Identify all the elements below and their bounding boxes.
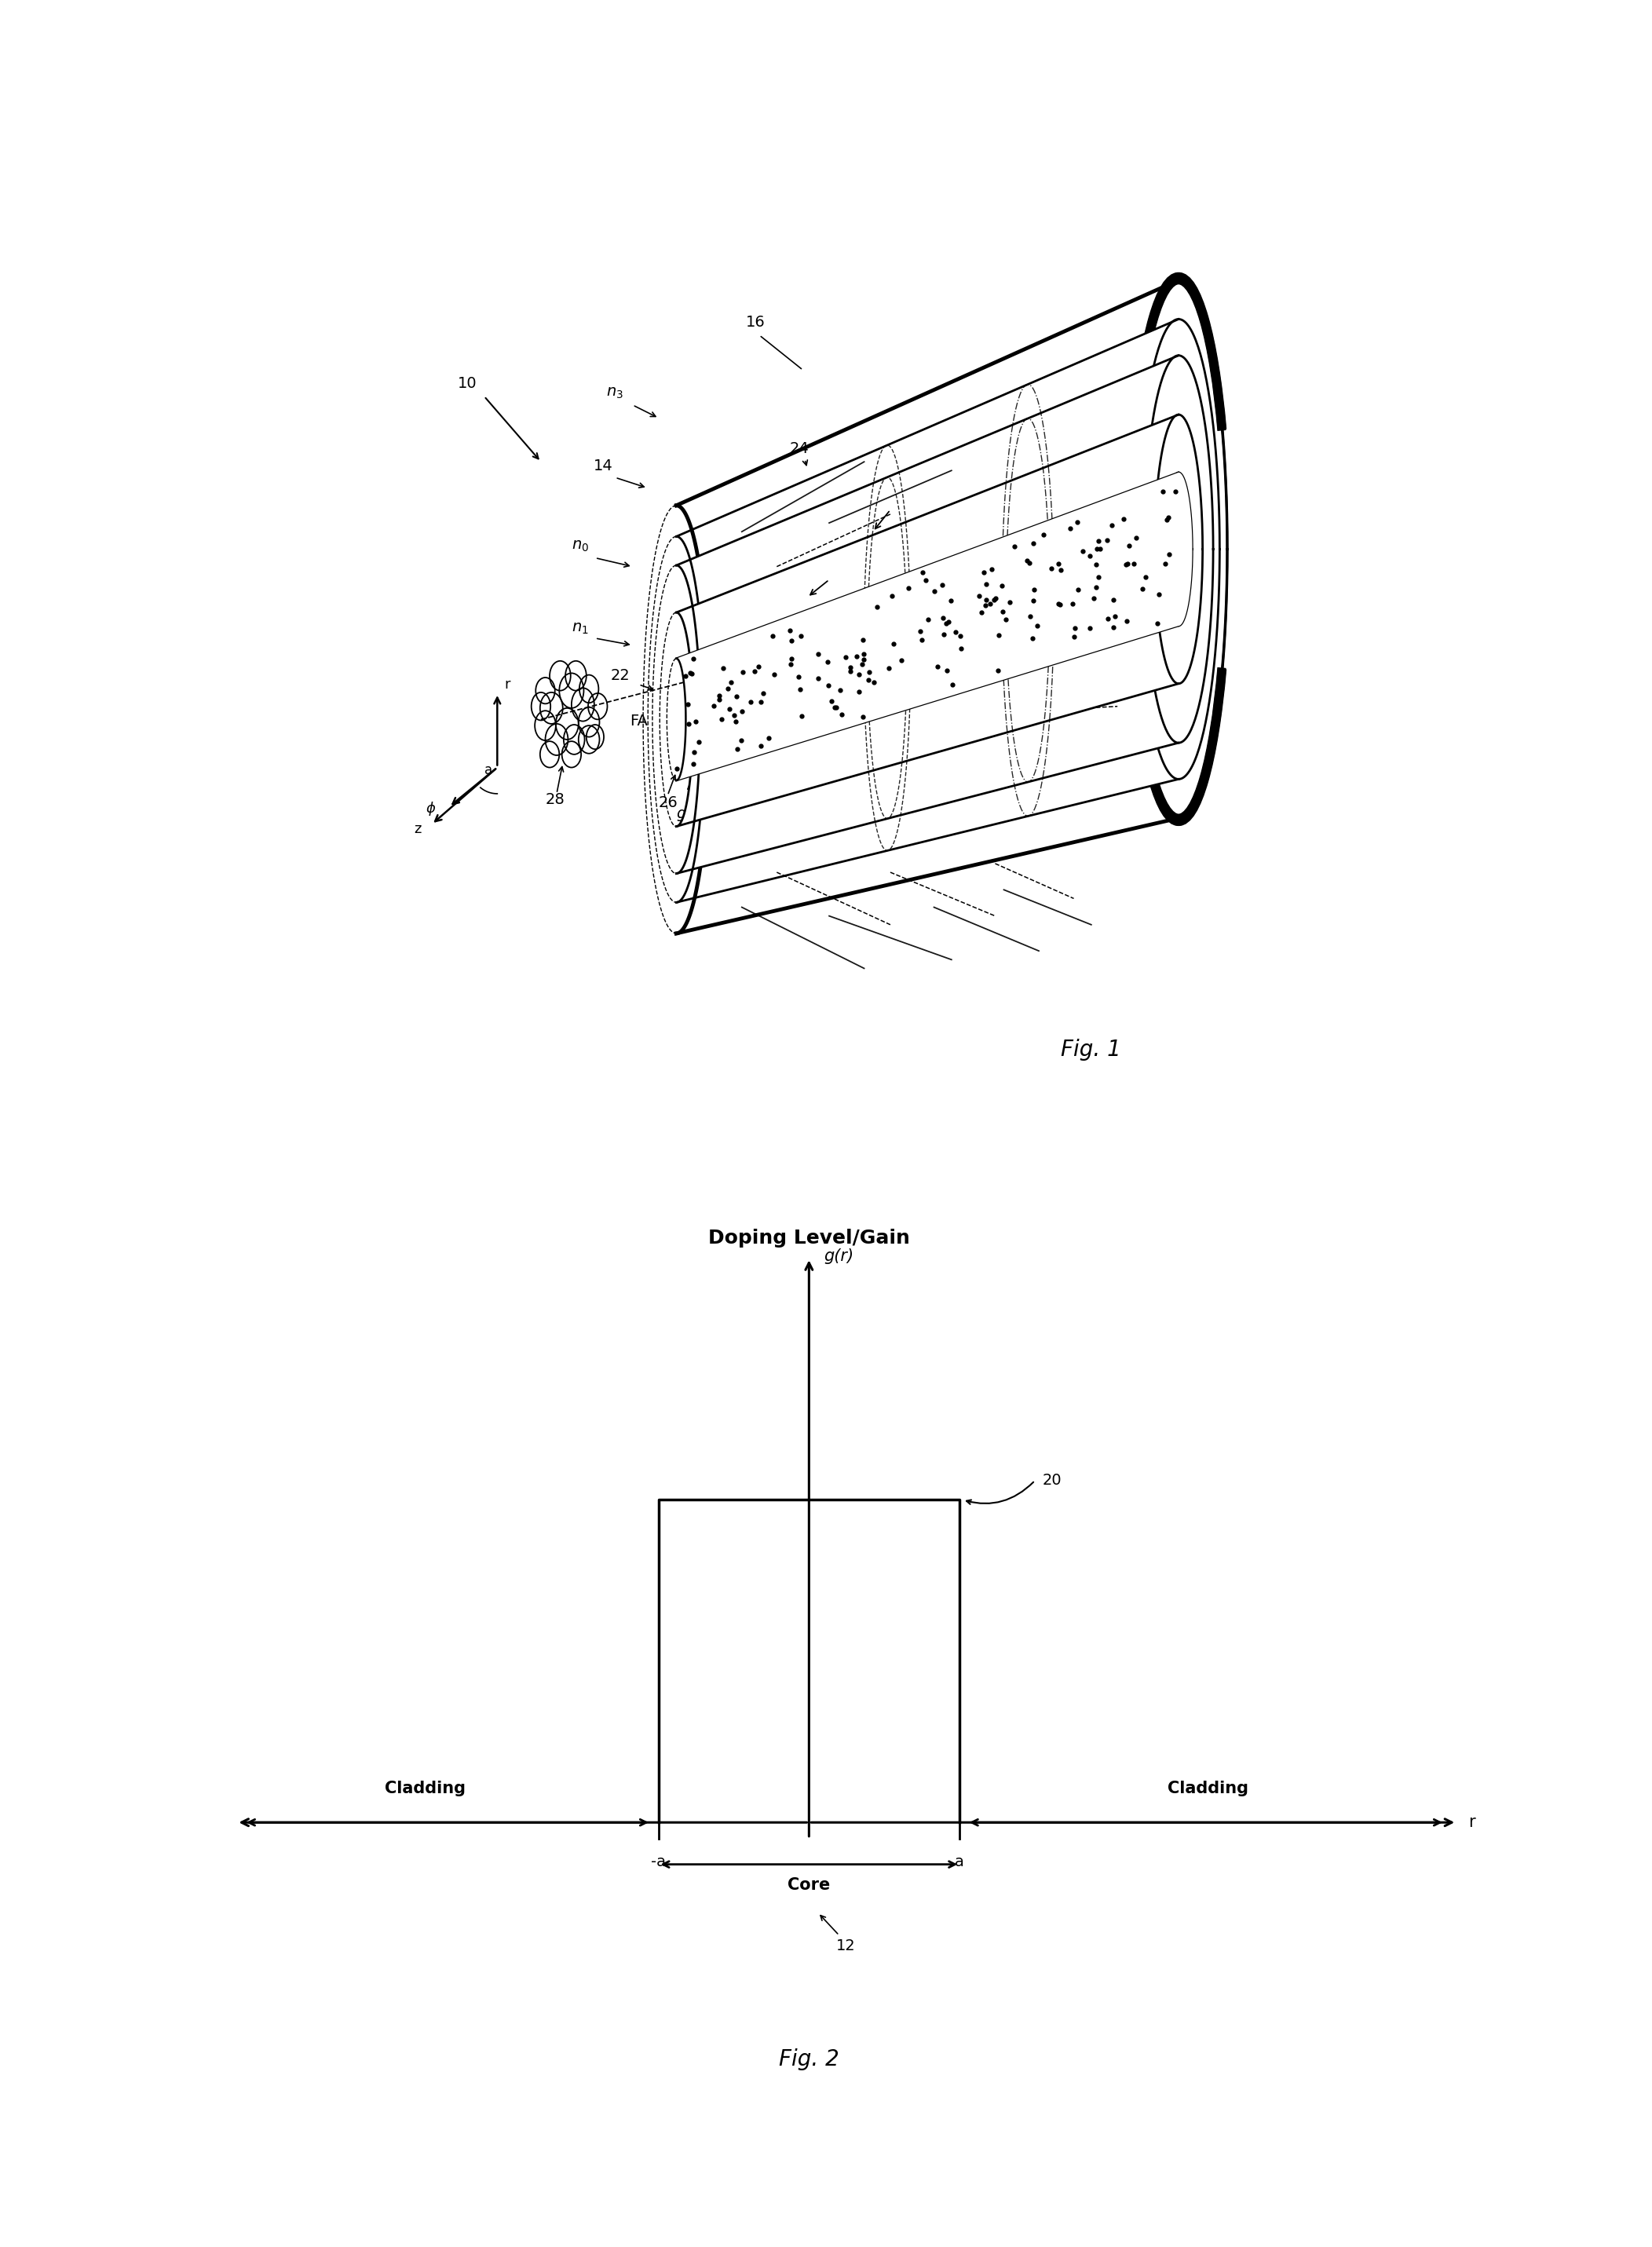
Text: $n_3$: $n_3$ (606, 386, 624, 400)
Text: 18: 18 (709, 618, 729, 634)
Polygon shape (676, 472, 1193, 780)
Text: 10: 10 (458, 375, 477, 391)
Text: a: a (955, 1854, 965, 1870)
Text: 12: 12 (790, 737, 809, 750)
Text: FA: FA (629, 715, 648, 728)
Text: a: a (484, 764, 492, 777)
Text: $n_1$: $n_1$ (572, 622, 588, 636)
Text: z: z (415, 822, 421, 836)
Text: -a: -a (651, 1854, 666, 1870)
Polygon shape (676, 319, 1219, 903)
Text: Cladding: Cladding (385, 1782, 466, 1798)
Text: Core: Core (788, 1876, 831, 1892)
Polygon shape (676, 416, 1203, 827)
Text: 14: 14 (593, 458, 613, 474)
Text: 26: 26 (659, 795, 679, 809)
Text: 22: 22 (611, 667, 631, 683)
Text: Doping Level/Gain: Doping Level/Gain (709, 1229, 910, 1247)
Polygon shape (676, 355, 1213, 874)
Text: $\phi$: $\phi$ (426, 800, 436, 818)
Polygon shape (676, 281, 1226, 933)
Text: Fig. 2: Fig. 2 (778, 2049, 839, 2069)
Text: $n_0$: $n_0$ (572, 539, 588, 553)
Text: Cladding: Cladding (1168, 1782, 1249, 1798)
Text: g(r): g(r) (824, 1249, 854, 1265)
Text: $g(r,\phi)$: $g(r,\phi)$ (676, 804, 722, 822)
Text: r: r (504, 679, 510, 692)
Text: 24: 24 (790, 440, 809, 456)
Polygon shape (676, 472, 1193, 780)
Text: 16: 16 (747, 315, 765, 330)
Text: Fig. 1: Fig. 1 (1061, 1038, 1122, 1061)
Text: 28: 28 (545, 793, 565, 807)
Text: r: r (1469, 1816, 1475, 1831)
Text: 12: 12 (836, 1939, 856, 1953)
Text: 20: 20 (1042, 1474, 1062, 1488)
